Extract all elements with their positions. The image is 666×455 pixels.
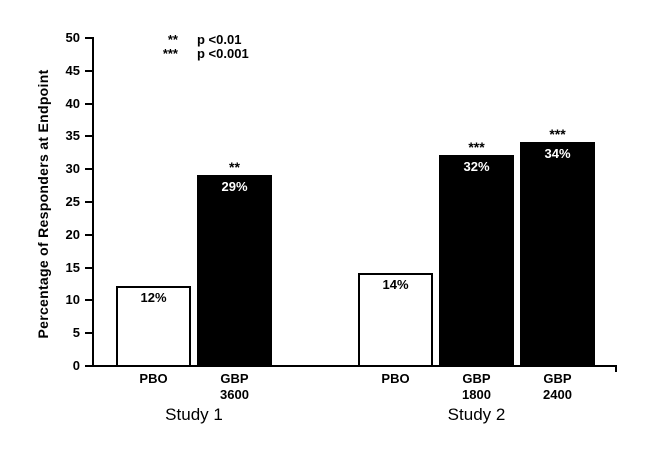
group-label-study2: Study 2 [447,405,506,424]
legend-row: ** p <0.01 [140,33,249,47]
y-tick [85,266,92,269]
y-tick [85,102,92,105]
y-tick [85,37,92,39]
bar-study1-gbp-3600 [197,174,272,367]
bar-study2-gbp-1800 [439,155,514,367]
significance-marker: *** [468,139,485,156]
bar-value-label: 12% [140,290,167,306]
y-axis-line [92,37,94,367]
legend-symbol: ** [167,32,178,47]
bar-dose-label: 2400 [543,387,572,402]
bar-category-label: PBO [139,371,168,386]
y-tick-label: 5 [72,325,80,341]
bar-category-label: GBP [543,371,572,386]
bar-value-label: 14% [382,277,409,293]
y-tick [85,69,92,72]
y-tick-label: 10 [65,292,80,308]
y-tick [85,332,92,335]
bar-study1-pbo [116,286,191,367]
y-tick-label: 50 [65,30,80,45]
legend-text: p <0.001 [197,46,249,61]
y-tick [85,168,92,171]
bar-category-label: GBP [462,371,491,386]
y-tick-label: 30 [65,161,80,177]
bar-study2-gbp-2400 [520,141,595,367]
legend-row: *** p <0.001 [140,47,249,61]
x-axis-line [92,365,617,367]
bar-category-label: GBP [220,371,249,386]
significance-marker: *** [549,125,566,142]
legend-text: p <0.01 [197,32,242,47]
bar-study2-pbo [358,273,433,367]
y-tick-label: 20 [65,226,80,242]
bar-category-label: PBO [381,371,410,386]
y-tick-label: 40 [65,95,80,111]
bar-dose-label: 3600 [220,387,249,402]
y-tick [85,299,92,302]
x-axis-end-tick [615,365,617,372]
y-tick-label: 0 [72,358,80,373]
y-tick-label: 35 [65,128,80,144]
y-tick [85,135,92,138]
y-tick-label: 25 [65,194,80,209]
bar-value-label: 29% [221,178,248,194]
y-tick [85,233,92,236]
significance-marker: ** [229,158,240,175]
legend-symbol: *** [162,46,178,61]
bar-value-label: 32% [463,159,490,175]
bar-value-label: 34% [544,145,571,161]
y-tick [85,201,92,203]
group-label-study1: Study 1 [165,405,223,424]
y-tick-label: 15 [65,259,80,275]
significance-legend: ** p <0.01 *** p <0.001 [140,33,249,61]
bar-dose-label: 1800 [462,387,491,402]
y-tick-label: 45 [65,62,80,78]
y-tick [85,365,92,367]
